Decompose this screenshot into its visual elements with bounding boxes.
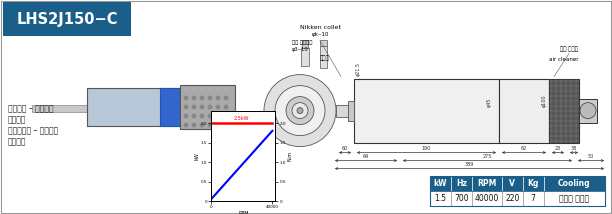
Bar [579, 99, 597, 123]
Text: φ21.5: φ21.5 [356, 62, 360, 76]
Circle shape [192, 122, 196, 128]
Bar [87, 88, 192, 126]
Text: φk‒10: φk‒10 [312, 32, 329, 37]
Text: φ45: φ45 [487, 97, 491, 107]
Text: 하울 내경범위: 하울 내경범위 [292, 40, 312, 45]
Circle shape [184, 95, 188, 101]
Bar [336, 105, 348, 117]
Circle shape [223, 104, 228, 110]
Text: 700: 700 [454, 194, 469, 203]
X-axis label: RPM: RPM [238, 211, 248, 214]
Bar [472, 176, 502, 191]
Bar [430, 176, 451, 191]
Bar [348, 101, 354, 121]
Circle shape [200, 113, 204, 119]
Circle shape [207, 95, 212, 101]
Text: 50: 50 [588, 154, 594, 159]
Bar [160, 88, 180, 126]
Circle shape [223, 95, 228, 101]
Circle shape [192, 113, 196, 119]
Bar [3, 2, 131, 36]
Bar [302, 40, 308, 48]
Circle shape [200, 104, 204, 110]
Bar [301, 48, 309, 66]
Bar [523, 191, 543, 206]
Text: 리드 콘렉터: 리드 콘렉터 [560, 46, 578, 52]
Text: 조각기용 – 직선가공: 조각기용 – 직선가공 [8, 104, 54, 113]
Bar [451, 176, 472, 191]
Bar [549, 79, 579, 143]
Bar [180, 85, 235, 129]
Circle shape [275, 86, 325, 136]
Circle shape [192, 95, 196, 101]
Text: kW: kW [434, 179, 447, 188]
Bar [472, 191, 502, 206]
Text: 190: 190 [422, 146, 431, 151]
Circle shape [184, 122, 188, 128]
Text: 2.5kW: 2.5kW [234, 116, 250, 121]
Circle shape [184, 104, 188, 110]
Text: V: V [509, 179, 515, 188]
Text: 雕尴机专用 – 直线加工: 雕尴机专用 – 直线加工 [8, 126, 58, 135]
Circle shape [207, 113, 212, 119]
Bar [354, 79, 499, 143]
Circle shape [215, 122, 220, 128]
Bar [430, 176, 605, 206]
Circle shape [215, 113, 220, 119]
Text: 스패너: 스패너 [320, 55, 330, 61]
Text: 预定制作: 预定制作 [8, 138, 26, 147]
Bar [499, 79, 549, 143]
Text: RPM: RPM [477, 179, 496, 188]
Text: LHS2J150−C: LHS2J150−C [17, 12, 118, 27]
Bar [32, 105, 87, 112]
Text: Nikken collet: Nikken collet [299, 25, 340, 30]
Text: 62: 62 [521, 146, 527, 151]
Circle shape [184, 113, 188, 119]
Bar [320, 46, 327, 68]
Text: 220: 220 [505, 194, 520, 203]
Text: φ100: φ100 [542, 94, 547, 107]
Circle shape [200, 95, 204, 101]
Circle shape [215, 104, 220, 110]
Text: 60: 60 [342, 146, 348, 151]
Bar [451, 191, 472, 206]
Circle shape [207, 122, 212, 128]
Bar [523, 176, 543, 191]
Text: 7: 7 [531, 194, 536, 203]
Circle shape [223, 113, 228, 119]
Y-axis label: N.m: N.m [288, 151, 293, 161]
Circle shape [286, 97, 314, 125]
Bar [430, 191, 451, 206]
Text: 64: 64 [363, 154, 369, 159]
Text: Kg: Kg [528, 179, 539, 188]
Circle shape [297, 108, 303, 114]
Text: Hz: Hz [456, 179, 467, 188]
Circle shape [223, 122, 228, 128]
Text: Cooling: Cooling [558, 179, 591, 188]
Circle shape [580, 103, 596, 119]
Text: 40000: 40000 [475, 194, 499, 203]
Circle shape [215, 95, 220, 101]
Text: 389: 389 [465, 162, 474, 167]
Circle shape [200, 122, 204, 128]
Text: air cleaner: air cleaner [549, 56, 579, 62]
Text: 275: 275 [483, 154, 492, 159]
Text: 공냉식 風冷式: 공냉식 風冷式 [559, 194, 589, 203]
Text: 1.5: 1.5 [435, 194, 447, 203]
Bar [320, 40, 327, 46]
Text: φ3‒10: φ3‒10 [292, 47, 308, 52]
Circle shape [292, 103, 308, 119]
Y-axis label: kW: kW [194, 152, 199, 160]
Bar [502, 191, 523, 206]
Text: 38: 38 [571, 146, 577, 151]
Text: 23: 23 [555, 146, 561, 151]
Circle shape [207, 104, 212, 110]
Bar [543, 176, 605, 191]
Bar [502, 176, 523, 191]
Text: 주문제작: 주문제작 [8, 116, 26, 125]
Bar [543, 191, 605, 206]
Circle shape [192, 104, 196, 110]
Circle shape [264, 75, 336, 147]
